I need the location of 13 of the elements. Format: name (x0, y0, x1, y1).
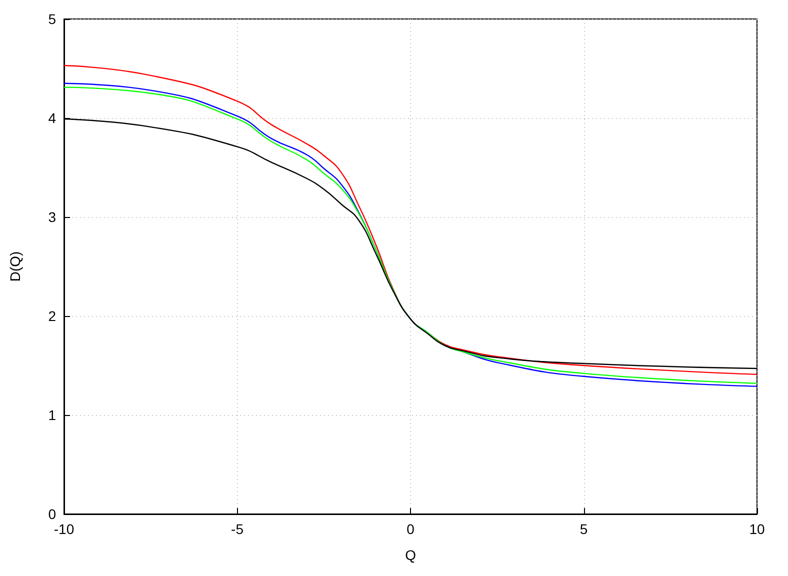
x-tick-label: -10 (54, 521, 74, 537)
x-tick-label: 0 (406, 521, 415, 537)
y-tick-label: 1 (48, 407, 56, 423)
y-tick-label: 0 (48, 506, 56, 522)
x-tick-label: 5 (580, 521, 588, 537)
y-axis-title: D(Q) (7, 251, 23, 282)
y-tick-label: 5 (48, 11, 56, 27)
x-tick-label: -5 (231, 521, 244, 537)
y-tick-label: 3 (48, 209, 56, 225)
x-tick-label: 10 (749, 521, 765, 537)
y-tick-label: 4 (48, 110, 56, 126)
x-axis-title: Q (405, 547, 416, 563)
y-tick-label: 2 (48, 308, 56, 324)
